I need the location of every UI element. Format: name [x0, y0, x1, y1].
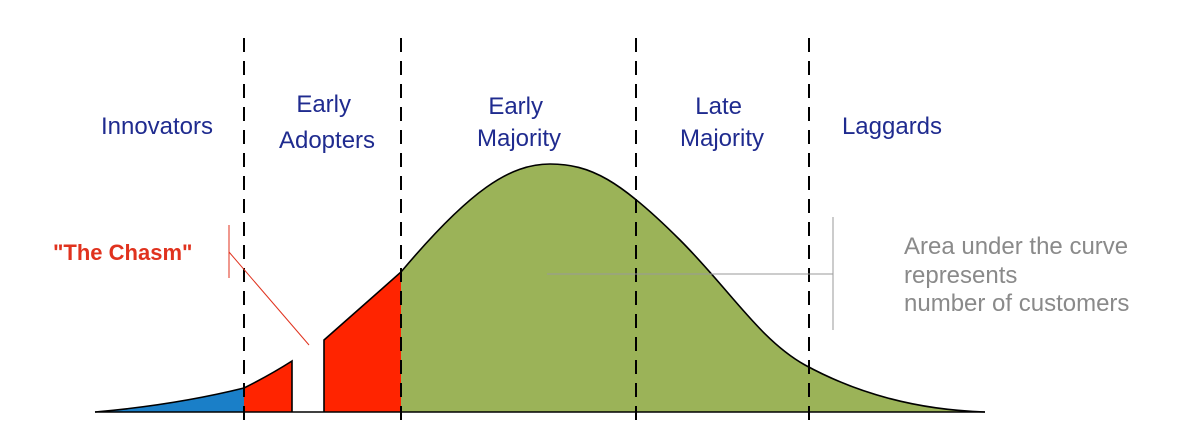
- early-adopters-area-right: [324, 272, 401, 412]
- early-adopters-area-left: [244, 361, 292, 412]
- area-note-line2: represents: [904, 262, 1017, 289]
- area-note-line3: number of customers: [904, 290, 1129, 317]
- label-late-majority: Late Majority: [680, 93, 764, 152]
- adoption-curve: [94, 163, 986, 413]
- label-late-majority-line2: Majority: [680, 125, 764, 152]
- majority-laggards-area: [401, 164, 985, 412]
- label-early-adopters-line2: Adopters: [279, 127, 375, 154]
- label-late-majority-line1: Late: [695, 93, 742, 120]
- label-innovators: Innovators: [101, 113, 213, 140]
- label-early-adopters: Early Adopters: [279, 91, 375, 154]
- label-early-adopters-line1: Early: [296, 91, 351, 118]
- label-early-majority-line1: Early: [488, 93, 543, 120]
- chasm-label: "The Chasm": [53, 240, 192, 265]
- area-note-line1: Area under the curve: [904, 233, 1128, 260]
- innovators-area: [95, 388, 244, 412]
- chasm-pointer: [228, 251, 310, 346]
- label-early-majority-line2: Majority: [477, 125, 561, 152]
- label-early-majority: Early Majority: [477, 93, 561, 152]
- area-note: Area under the curve represents number o…: [904, 233, 1135, 317]
- label-laggards: Laggards: [842, 113, 942, 140]
